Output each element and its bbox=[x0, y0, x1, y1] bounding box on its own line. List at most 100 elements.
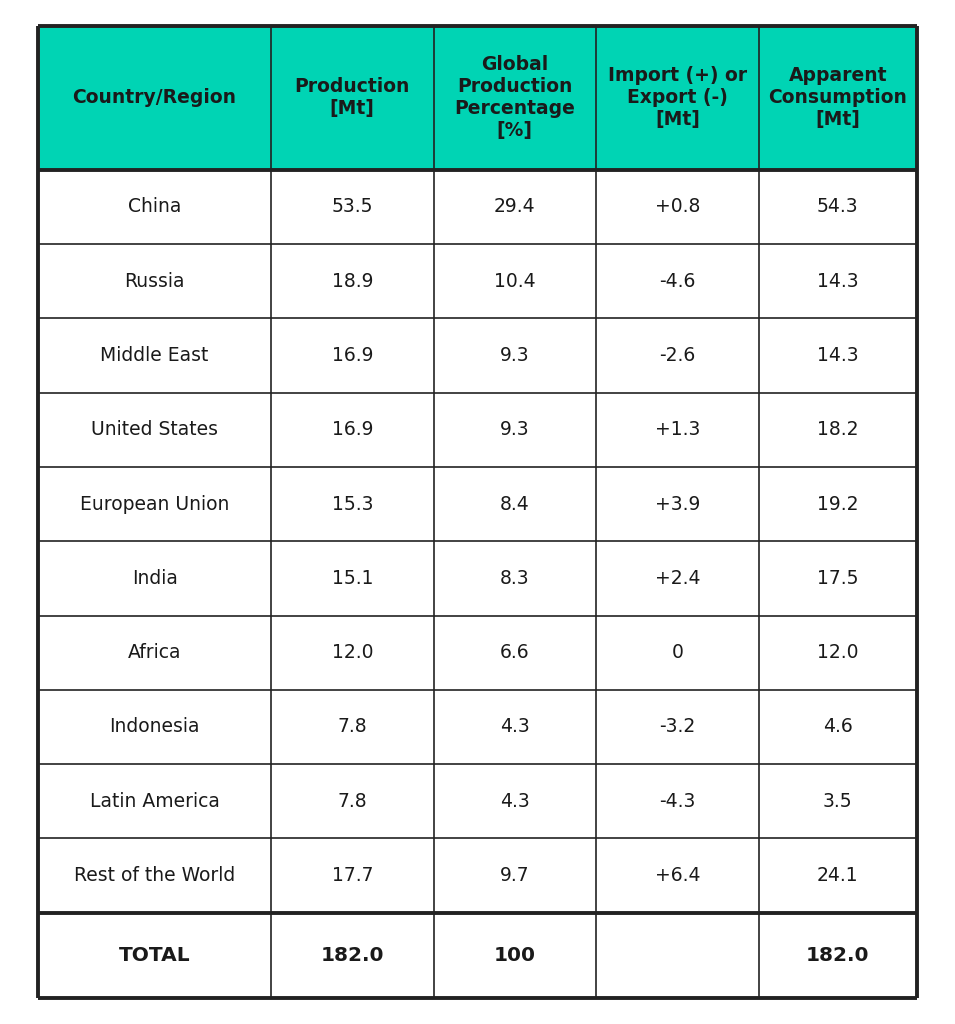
Bar bbox=[758, 244, 917, 318]
Text: 4.6: 4.6 bbox=[823, 718, 853, 736]
Text: China: China bbox=[128, 198, 181, 216]
Text: 12.0: 12.0 bbox=[817, 643, 859, 663]
Bar bbox=[38, 318, 271, 392]
Bar bbox=[596, 392, 758, 467]
Bar bbox=[38, 615, 271, 690]
Bar bbox=[758, 541, 917, 615]
Text: 29.4: 29.4 bbox=[494, 198, 536, 216]
Bar bbox=[758, 615, 917, 690]
Text: 10.4: 10.4 bbox=[494, 271, 536, 291]
Text: +2.4: +2.4 bbox=[654, 569, 700, 588]
Bar bbox=[758, 690, 917, 764]
Bar bbox=[38, 541, 271, 615]
Bar bbox=[271, 912, 434, 998]
Text: Rest of the World: Rest of the World bbox=[74, 866, 235, 885]
Bar bbox=[434, 26, 596, 170]
Text: 182.0: 182.0 bbox=[321, 946, 384, 965]
Bar bbox=[596, 839, 758, 912]
Text: 19.2: 19.2 bbox=[817, 495, 859, 513]
Bar bbox=[271, 392, 434, 467]
Text: 12.0: 12.0 bbox=[331, 643, 373, 663]
Bar bbox=[271, 690, 434, 764]
Bar bbox=[758, 912, 917, 998]
Text: 54.3: 54.3 bbox=[817, 198, 859, 216]
Text: +0.8: +0.8 bbox=[655, 198, 700, 216]
Bar bbox=[434, 541, 596, 615]
Bar bbox=[271, 318, 434, 392]
Bar bbox=[38, 170, 271, 244]
Text: Africa: Africa bbox=[128, 643, 181, 663]
Text: United States: United States bbox=[91, 420, 218, 439]
Bar bbox=[271, 467, 434, 541]
Bar bbox=[434, 615, 596, 690]
Text: 0: 0 bbox=[671, 643, 684, 663]
Bar bbox=[38, 392, 271, 467]
Bar bbox=[38, 912, 271, 998]
Text: 3.5: 3.5 bbox=[823, 792, 853, 811]
Text: Middle East: Middle East bbox=[100, 346, 209, 365]
Bar bbox=[596, 541, 758, 615]
Bar bbox=[758, 839, 917, 912]
Text: 15.1: 15.1 bbox=[331, 569, 373, 588]
Text: Russia: Russia bbox=[124, 271, 185, 291]
Text: India: India bbox=[132, 569, 178, 588]
Text: 9.3: 9.3 bbox=[500, 420, 530, 439]
Bar bbox=[271, 244, 434, 318]
Bar bbox=[596, 170, 758, 244]
Text: 7.8: 7.8 bbox=[337, 792, 367, 811]
Bar bbox=[38, 26, 271, 170]
Text: 8.3: 8.3 bbox=[500, 569, 530, 588]
Bar bbox=[38, 244, 271, 318]
Bar bbox=[434, 392, 596, 467]
Bar bbox=[596, 912, 758, 998]
Text: Production
[Mt]: Production [Mt] bbox=[294, 77, 410, 118]
Bar bbox=[758, 170, 917, 244]
Text: European Union: European Union bbox=[80, 495, 229, 513]
Bar bbox=[596, 26, 758, 170]
Text: 16.9: 16.9 bbox=[331, 420, 373, 439]
Bar bbox=[434, 839, 596, 912]
Bar bbox=[434, 912, 596, 998]
Text: Latin America: Latin America bbox=[90, 792, 220, 811]
Bar bbox=[596, 318, 758, 392]
Bar bbox=[271, 615, 434, 690]
Text: +1.3: +1.3 bbox=[655, 420, 700, 439]
Bar bbox=[758, 764, 917, 839]
Bar bbox=[596, 467, 758, 541]
Text: 4.3: 4.3 bbox=[500, 792, 530, 811]
Bar bbox=[758, 26, 917, 170]
Text: 182.0: 182.0 bbox=[806, 946, 869, 965]
Bar bbox=[596, 615, 758, 690]
Bar bbox=[271, 541, 434, 615]
Bar bbox=[38, 839, 271, 912]
Text: -4.3: -4.3 bbox=[659, 792, 695, 811]
Bar bbox=[434, 244, 596, 318]
Bar bbox=[758, 392, 917, 467]
Bar bbox=[758, 467, 917, 541]
Text: 100: 100 bbox=[494, 946, 536, 965]
Text: 4.3: 4.3 bbox=[500, 718, 530, 736]
Text: -4.6: -4.6 bbox=[659, 271, 695, 291]
Text: 53.5: 53.5 bbox=[331, 198, 373, 216]
Text: 8.4: 8.4 bbox=[500, 495, 530, 513]
Text: 18.2: 18.2 bbox=[817, 420, 859, 439]
Text: Indonesia: Indonesia bbox=[110, 718, 200, 736]
Text: Apparent
Consumption
[Mt]: Apparent Consumption [Mt] bbox=[768, 67, 907, 129]
Text: +3.9: +3.9 bbox=[655, 495, 700, 513]
Bar bbox=[434, 170, 596, 244]
Text: Country/Region: Country/Region bbox=[73, 88, 237, 108]
Bar bbox=[434, 467, 596, 541]
Text: +6.4: +6.4 bbox=[654, 866, 700, 885]
Text: 18.9: 18.9 bbox=[331, 271, 373, 291]
Text: 17.5: 17.5 bbox=[817, 569, 859, 588]
Text: 24.1: 24.1 bbox=[817, 866, 859, 885]
Text: 15.3: 15.3 bbox=[331, 495, 373, 513]
Bar bbox=[758, 318, 917, 392]
Bar bbox=[271, 170, 434, 244]
Bar bbox=[38, 690, 271, 764]
Text: 6.6: 6.6 bbox=[500, 643, 530, 663]
Bar bbox=[434, 690, 596, 764]
Text: 14.3: 14.3 bbox=[817, 271, 859, 291]
Bar bbox=[596, 764, 758, 839]
Text: -2.6: -2.6 bbox=[659, 346, 695, 365]
